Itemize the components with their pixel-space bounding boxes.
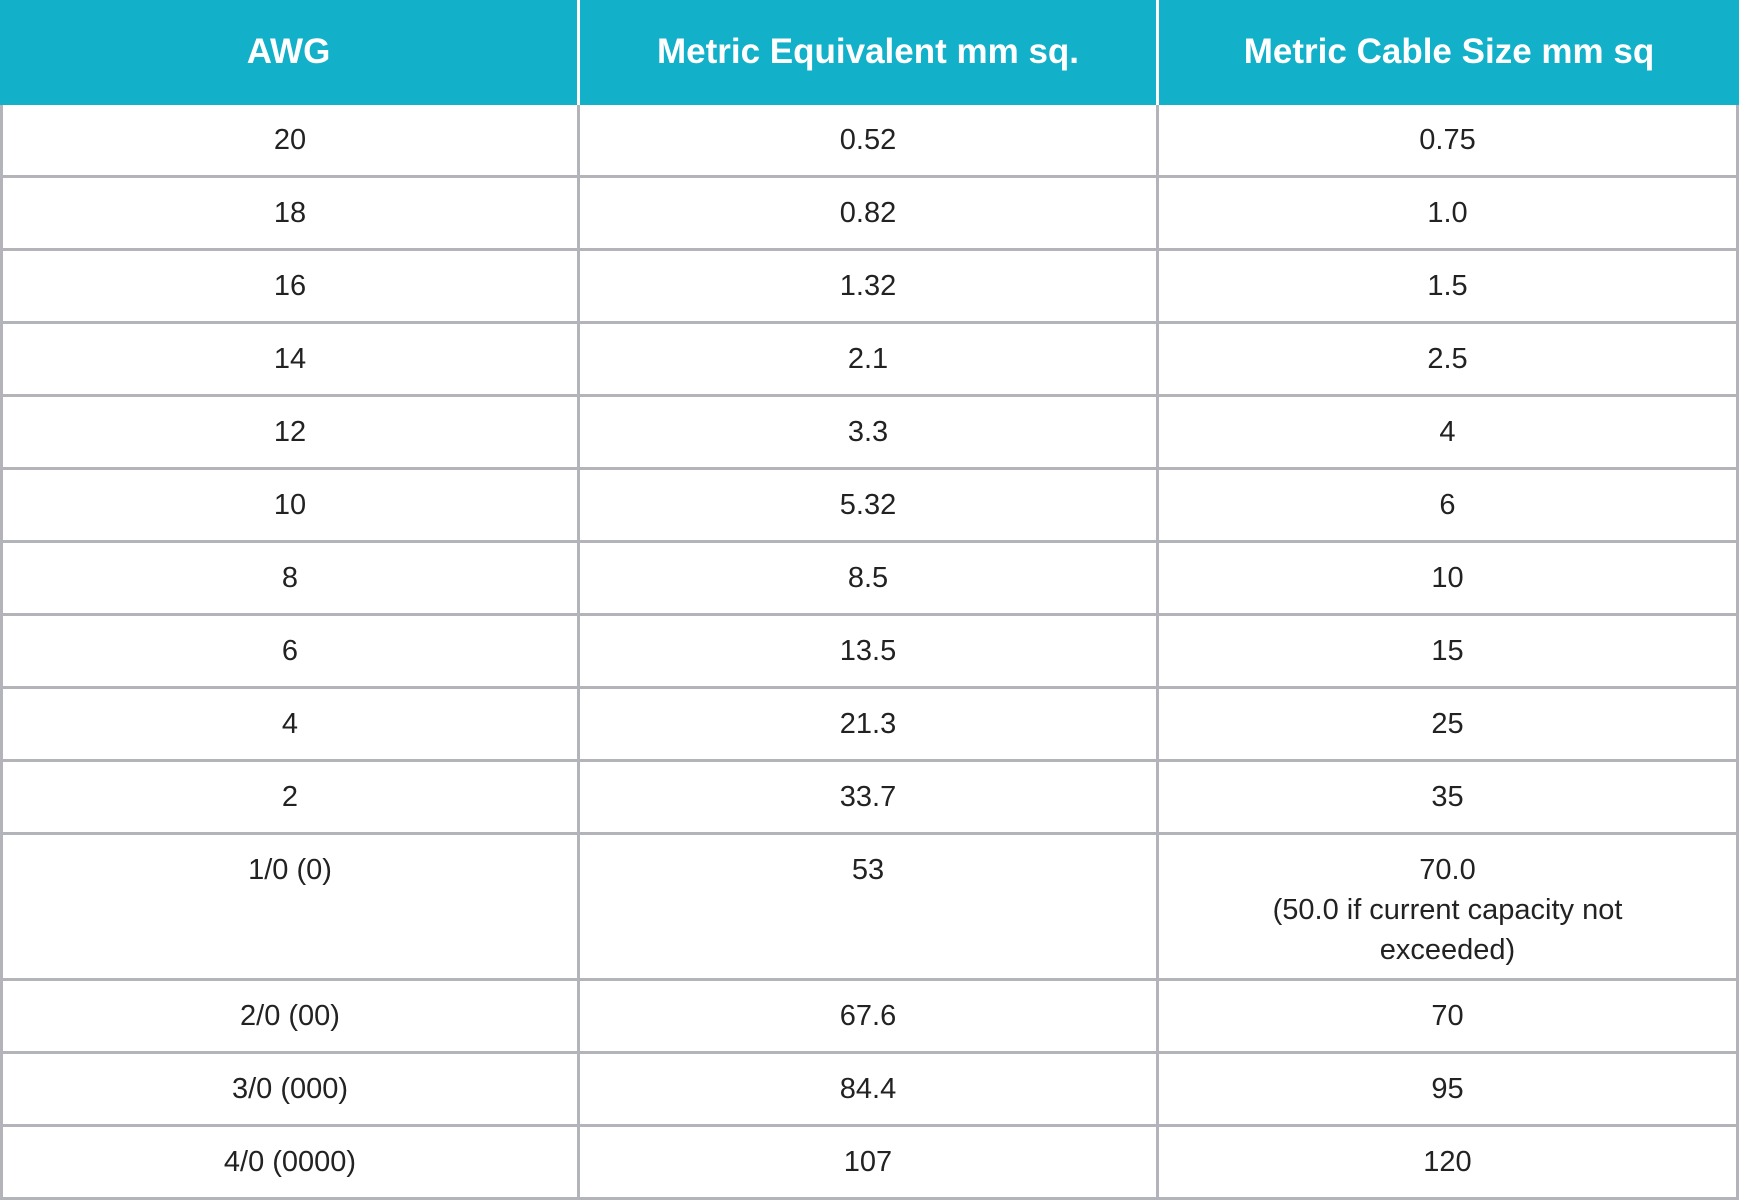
- table-cell: 3.3: [580, 397, 1159, 470]
- table-cell: 70: [1159, 981, 1739, 1054]
- table-cell: 2/0 (00): [0, 981, 580, 1054]
- table-cell: 0.75: [1159, 105, 1739, 178]
- table-cell: 120: [1159, 1127, 1739, 1200]
- table-cell: 33.7: [580, 762, 1159, 835]
- table-cell: 8.5: [580, 543, 1159, 616]
- table-cell: 21.3: [580, 689, 1159, 762]
- table-cell: 6: [1159, 470, 1739, 543]
- table-cell: 95: [1159, 1054, 1739, 1127]
- table-cell: 14: [0, 324, 580, 397]
- table-cell: 2.5: [1159, 324, 1739, 397]
- table-cell: 107: [580, 1127, 1159, 1200]
- table-cell: 4/0 (0000): [0, 1127, 580, 1200]
- table-cell: 2.1: [580, 324, 1159, 397]
- table-cell: 67.6: [580, 981, 1159, 1054]
- table-cell: 10: [0, 470, 580, 543]
- header-cell: Metric Equivalent mm sq.: [580, 0, 1159, 105]
- table-cell: 10: [1159, 543, 1739, 616]
- table-cell: 20: [0, 105, 580, 178]
- table-cell: 15: [1159, 616, 1739, 689]
- table-cell: 5.32: [580, 470, 1159, 543]
- table-cell: 35: [1159, 762, 1739, 835]
- table-cell: 1/0 (0): [0, 835, 580, 981]
- table-cell: 0.82: [580, 178, 1159, 251]
- header-cell: AWG: [0, 0, 580, 105]
- table-cell: 1.5: [1159, 251, 1739, 324]
- table-cell: 16: [0, 251, 580, 324]
- table-cell: 6: [0, 616, 580, 689]
- table-cell: 70.0 (50.0 if current capacity not excee…: [1159, 835, 1739, 981]
- table-cell: 8: [0, 543, 580, 616]
- header-cell: Metric Cable Size mm sq: [1159, 0, 1739, 105]
- table-cell: 3/0 (000): [0, 1054, 580, 1127]
- table-cell: 0.52: [580, 105, 1159, 178]
- table-cell: 18: [0, 178, 580, 251]
- table-cell: 4: [1159, 397, 1739, 470]
- table-cell: 12: [0, 397, 580, 470]
- table-cell: 1.0: [1159, 178, 1739, 251]
- table-cell: 1.32: [580, 251, 1159, 324]
- table-cell: 25: [1159, 689, 1739, 762]
- table-cell: 13.5: [580, 616, 1159, 689]
- table-cell: 4: [0, 689, 580, 762]
- table-cell: 53: [580, 835, 1159, 981]
- table-cell: 2: [0, 762, 580, 835]
- table-cell: 84.4: [580, 1054, 1159, 1127]
